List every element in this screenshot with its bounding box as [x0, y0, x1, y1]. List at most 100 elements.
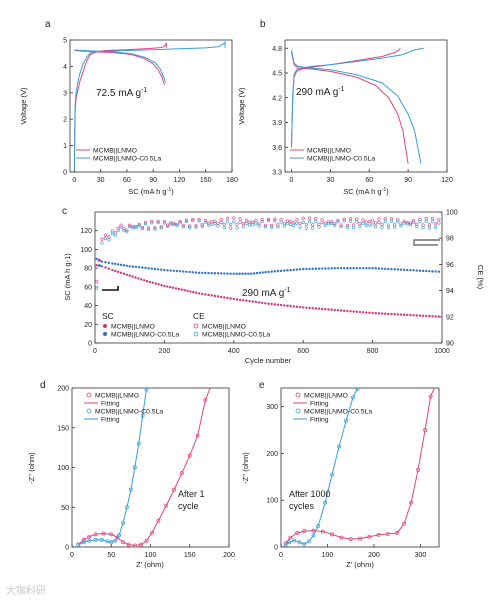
y-tick-label: 50	[61, 505, 69, 512]
data-point	[119, 223, 123, 227]
y2-axis-label: CE (%)	[476, 265, 485, 290]
cycle-annotation: After 1000	[289, 489, 331, 499]
data-point	[142, 279, 146, 282]
data-point	[314, 267, 318, 270]
plot-frame	[69, 39, 233, 173]
data-point	[225, 216, 230, 220]
plot-frame	[94, 211, 443, 344]
data-point	[390, 267, 393, 271]
data-point	[238, 220, 242, 224]
data-point	[288, 535, 293, 540]
data-point	[288, 223, 293, 227]
data-point	[232, 216, 236, 220]
data-point	[317, 222, 321, 226]
data-point	[122, 227, 126, 231]
data-point	[242, 299, 245, 302]
x-tick-label: 200	[223, 552, 235, 559]
data-point	[434, 270, 437, 273]
data-point	[320, 267, 324, 270]
data-point	[305, 267, 308, 271]
data-point	[114, 262, 117, 266]
data-point	[412, 314, 415, 317]
fit-line	[78, 388, 148, 546]
data-point	[287, 540, 292, 545]
data-point	[408, 222, 413, 227]
data-point	[111, 262, 114, 265]
legend-marker	[86, 392, 92, 398]
data-point	[302, 542, 307, 547]
data-point	[110, 231, 114, 236]
data-point	[251, 300, 254, 303]
data-point	[137, 266, 141, 269]
data-point	[150, 221, 154, 225]
rate-annotation: 290 mA g-1	[242, 287, 291, 299]
data-point	[343, 309, 346, 312]
data-point	[383, 219, 387, 224]
panel-label: a	[45, 19, 51, 30]
data-point	[164, 503, 169, 508]
data-point	[194, 224, 198, 228]
y-tick-label: 40	[84, 303, 92, 310]
data-point	[393, 225, 397, 229]
data-point	[204, 271, 207, 275]
y-tick-label: 0	[65, 545, 69, 552]
data-point	[100, 241, 104, 245]
data-point	[232, 272, 235, 275]
data-point	[183, 289, 186, 292]
data-point	[273, 303, 277, 306]
data-point	[409, 268, 412, 272]
data-point	[247, 223, 252, 227]
data-point	[402, 268, 406, 272]
y-tick-label: 80	[84, 266, 92, 273]
legend-label: MCMB||LNMO	[304, 393, 348, 400]
x-axis-label: SC (mA h g-1)	[343, 187, 389, 196]
data-point	[107, 235, 111, 239]
data-point	[324, 308, 327, 311]
y-tick-label: 0	[88, 341, 92, 348]
data-point	[254, 300, 258, 304]
data-point	[175, 224, 179, 228]
data-point	[342, 217, 346, 221]
y-tick-label: 2	[63, 117, 67, 124]
data-point	[151, 281, 155, 285]
data-point	[406, 268, 409, 272]
data-point	[97, 263, 101, 268]
data-point	[244, 221, 249, 225]
data-point	[377, 217, 381, 221]
data-point	[107, 238, 111, 242]
data-point	[254, 221, 258, 225]
y-tick-label: 60	[84, 284, 92, 291]
data-point	[156, 518, 161, 523]
data-point	[134, 276, 137, 279]
data-point	[329, 220, 334, 224]
data-point	[326, 220, 331, 224]
data-point	[244, 218, 249, 222]
fit-line	[285, 388, 359, 546]
data-point	[248, 299, 251, 303]
x-tick-label: 0	[290, 177, 294, 184]
rate-annotation: 72.5 mA g-1	[96, 87, 147, 99]
data-point	[179, 471, 184, 476]
data-point	[358, 310, 362, 314]
data-point	[97, 258, 101, 262]
legend-label: MCMB||LNMO-C0.5La	[304, 409, 372, 416]
data-point	[374, 221, 378, 225]
data-point	[180, 288, 183, 291]
data-point	[304, 226, 308, 230]
y-tick-label: 100	[80, 247, 92, 254]
data-point	[339, 223, 343, 227]
data-point	[257, 222, 261, 226]
data-point	[121, 540, 125, 545]
data-point	[270, 224, 274, 228]
data-point	[175, 222, 179, 226]
data-point	[125, 273, 129, 276]
data-point	[365, 311, 368, 314]
x-tick-label: 90	[404, 177, 412, 184]
data-point	[226, 296, 229, 300]
data-point	[361, 221, 365, 225]
data-point	[197, 271, 201, 275]
data-point	[342, 219, 346, 223]
data-point	[103, 237, 108, 241]
data-point	[302, 267, 305, 271]
data-point	[181, 225, 185, 229]
